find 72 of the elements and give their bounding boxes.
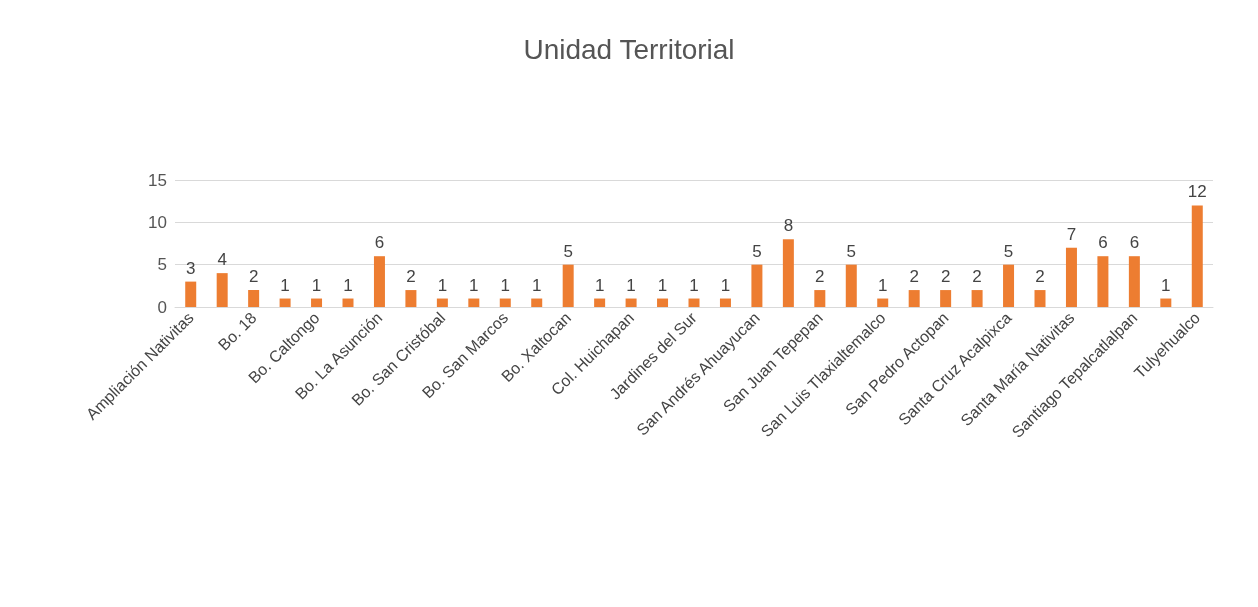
y-tick-label: 0: [157, 297, 167, 317]
data-label: 2: [406, 267, 416, 287]
bar: [1128, 256, 1140, 307]
data-label: 3: [185, 258, 196, 278]
bar: [1003, 264, 1015, 307]
data-label: 8: [783, 216, 794, 236]
bar: [185, 281, 197, 307]
y-tick-label: 15: [148, 170, 167, 190]
bar: [216, 273, 228, 307]
bar: [436, 298, 448, 307]
data-label: 2: [815, 267, 825, 287]
data-label: 6: [1098, 233, 1108, 253]
data-label: 5: [752, 241, 762, 261]
bar: [468, 298, 480, 307]
bar: [719, 298, 731, 307]
data-label: 2: [909, 267, 919, 287]
data-label: 1: [626, 275, 636, 295]
data-label: 6: [1129, 233, 1140, 253]
bar: [657, 298, 669, 307]
bar: [1191, 205, 1203, 307]
bar: [594, 298, 606, 307]
bar: [248, 290, 260, 307]
bar: [814, 290, 826, 307]
data-label: 1: [280, 275, 290, 295]
bar: [877, 298, 889, 307]
data-label: 1: [657, 275, 668, 295]
y-tick-label: 10: [148, 212, 167, 232]
bar: [1160, 298, 1172, 307]
data-label: 1: [594, 275, 605, 295]
data-label: 5: [846, 241, 857, 261]
data-label: 2: [940, 267, 951, 287]
data-label: 1: [720, 275, 731, 295]
bar: [562, 264, 574, 307]
bar: [342, 298, 354, 307]
data-label: 1: [531, 275, 542, 295]
data-label: 12: [1187, 182, 1207, 202]
data-label: 1: [437, 275, 448, 295]
bar: [625, 298, 637, 307]
bar: [1097, 256, 1109, 307]
data-label: 2: [248, 267, 259, 287]
bar: [373, 256, 385, 307]
data-label: 1: [689, 275, 699, 295]
data-label: 1: [500, 275, 511, 295]
data-label: 5: [1003, 241, 1014, 261]
bar: [908, 290, 920, 307]
data-label: 1: [1161, 275, 1171, 295]
data-label: 1: [343, 275, 353, 295]
bar: [311, 298, 323, 307]
data-label: 2: [972, 267, 982, 287]
data-label: 5: [563, 241, 573, 261]
data-label: 2: [1035, 267, 1045, 287]
bar: [499, 298, 511, 307]
bar: [1065, 247, 1077, 307]
bar: [688, 298, 700, 307]
y-tick-label: 5: [157, 255, 167, 275]
bar: [1034, 290, 1046, 307]
bar: [531, 298, 543, 307]
bar: [971, 290, 983, 307]
x-tick-label: Bo. 18: [214, 308, 260, 354]
data-label: 7: [1066, 224, 1077, 244]
chart-title: Unidad Territorial: [523, 33, 735, 65]
data-label: 1: [469, 275, 479, 295]
bar: [940, 290, 952, 307]
data-label: 1: [877, 275, 888, 295]
bar: [405, 290, 417, 307]
bar: [751, 264, 763, 307]
data-label: 4: [217, 250, 227, 270]
bar: [782, 239, 794, 307]
bar: [279, 298, 291, 307]
data-label: 1: [311, 275, 322, 295]
data-label: 6: [374, 233, 385, 253]
bar: [845, 264, 857, 307]
